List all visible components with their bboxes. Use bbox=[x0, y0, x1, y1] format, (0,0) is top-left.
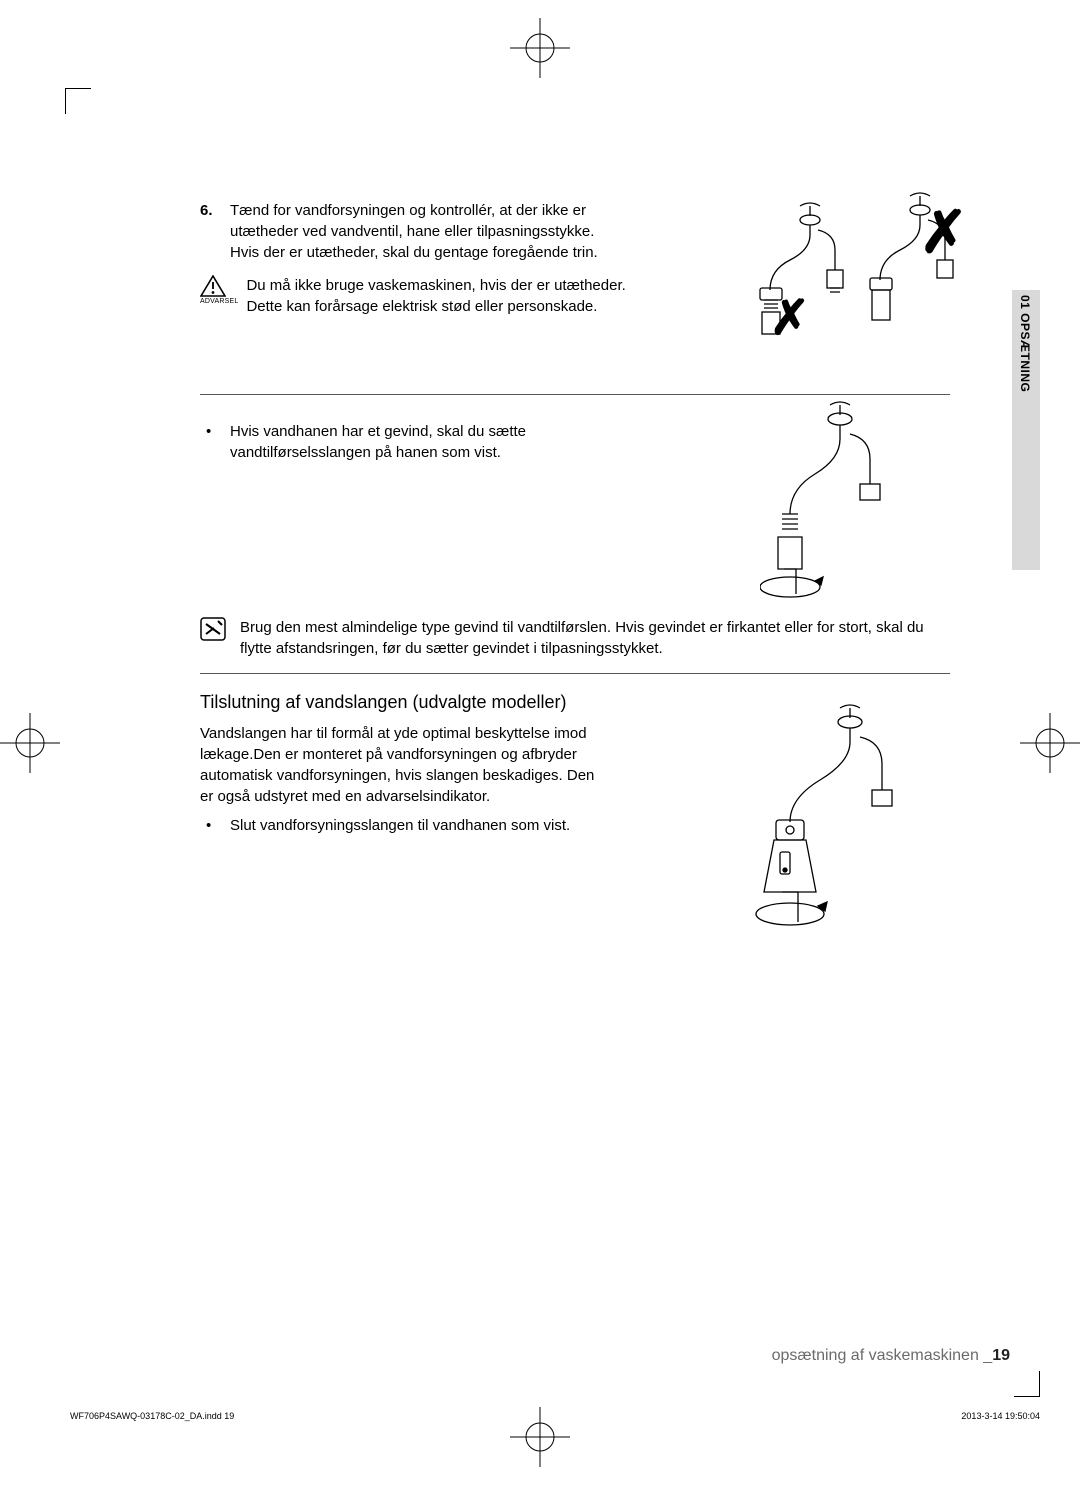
crop-mark-left bbox=[0, 713, 60, 773]
figure-aqua-hose bbox=[750, 702, 920, 952]
x-mark-right: ✗ bbox=[919, 198, 968, 266]
footer-timestamp: 2013-3-14 19:50:04 bbox=[961, 1411, 1040, 1421]
x-mark-left: ✗ bbox=[770, 290, 810, 346]
step-6-section: 6. Tænd for vandforsyningen og kontrollé… bbox=[200, 200, 950, 380]
note-icon bbox=[200, 617, 226, 647]
step-6-text: Tænd for vandforsyningen og kontrollér, … bbox=[230, 200, 620, 263]
page-number: 19 bbox=[992, 1347, 1010, 1364]
side-tab-label: 01 OPSÆTNING bbox=[1018, 295, 1032, 392]
bullet: • bbox=[206, 421, 216, 463]
note-row: Brug den mest almindelige type gevind ti… bbox=[200, 617, 950, 659]
step-number: 6. bbox=[200, 200, 220, 263]
footer-text: opsætning af vaskemaskinen _ bbox=[772, 1347, 993, 1364]
threaded-text: Hvis vandhanen har et gevind, skal du sæ… bbox=[230, 421, 590, 463]
threaded-tap-section: • Hvis vandhanen har et gevind, skal du … bbox=[200, 409, 950, 609]
divider-2 bbox=[200, 673, 950, 674]
divider-1 bbox=[200, 394, 950, 395]
bullet: • bbox=[206, 815, 216, 836]
aqua-hose-section: Tilslutning af vandslangen (udvalgte mod… bbox=[200, 692, 950, 952]
warning-icon: ADVARSEL bbox=[200, 275, 238, 307]
footer-page-label: opsætning af vaskemaskinen _19 bbox=[772, 1347, 1010, 1365]
aqua-paragraph: Vandslangen har til formål at yde optima… bbox=[200, 723, 600, 807]
corner-mark-bottom-right bbox=[1014, 1371, 1040, 1397]
page-frame: 6. Tænd for vandforsyningen og kontrollé… bbox=[70, 90, 1010, 1395]
crop-mark-top bbox=[510, 18, 570, 78]
figure-threaded-tap bbox=[760, 399, 910, 609]
warning-text: Du må ikke bruge vaskemaskinen, hvis der… bbox=[246, 275, 636, 317]
footer-indd: WF706P4SAWQ-03178C-02_DA.indd 19 bbox=[70, 1411, 234, 1421]
aqua-bullet-text: Slut vandforsyningsslangen til vandhanen… bbox=[230, 815, 570, 836]
crop-mark-right bbox=[1020, 713, 1080, 773]
warning-label: ADVARSEL bbox=[200, 297, 238, 307]
note-text: Brug den mest almindelige type gevind ti… bbox=[240, 617, 950, 659]
crop-mark-bottom bbox=[510, 1407, 570, 1467]
